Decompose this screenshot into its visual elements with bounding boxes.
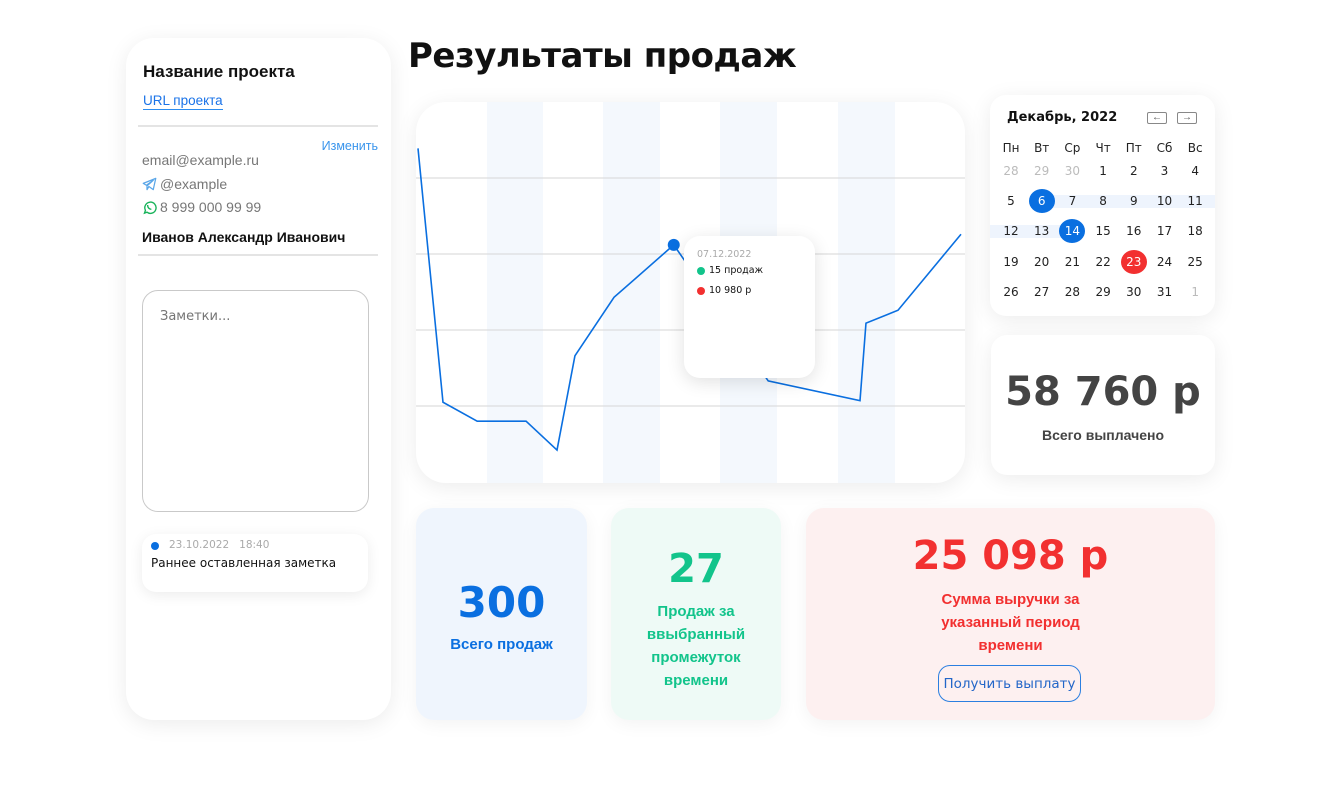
column-stripe (487, 102, 543, 483)
calendar-day[interactable]: 31 (1156, 285, 1173, 299)
total-paid-card: 58 760 р Всего выплачено (991, 335, 1215, 475)
whatsapp-icon (143, 200, 157, 214)
edit-link[interactable]: Изменить (321, 139, 378, 153)
calendar-day[interactable]: 7 (1068, 194, 1077, 208)
tooltip-date: 07.12.2022 (697, 249, 752, 260)
revenue-label: Сумма выручки за указанный период времен… (941, 591, 1080, 654)
revenue-dot-icon (697, 286, 705, 295)
telegram-icon (142, 177, 157, 191)
calendar-day-outside[interactable]: 30 (1064, 164, 1081, 178)
calendar-day[interactable]: 26 (1003, 285, 1019, 299)
total-sales-card: 300 Всего продаж (416, 508, 587, 720)
divider (138, 125, 378, 127)
calendar: Декабрь, 2022 ← → Пн Вт Ср Чт Пт Сб Вс 28 29 30 1 2… (990, 95, 1215, 316)
whatsapp: 8 999 000 99 99 (142, 199, 261, 215)
calendar-day[interactable]: 21 (1064, 255, 1081, 269)
next-month-arrow-right-icon[interactable]: → (1177, 112, 1197, 124)
prev-month-arrow-left-icon[interactable]: ← (1147, 112, 1167, 124)
calendar-day[interactable]: 24 (1156, 255, 1173, 269)
total-sales-value: 300 (457, 578, 546, 627)
note-date: 23.10.2022 (169, 539, 230, 551)
total-paid-label: Всего выплачено (1041, 427, 1165, 443)
calendar-day[interactable]: 22 (1095, 255, 1111, 269)
note-time: 18:40 (239, 539, 270, 551)
calendar-day[interactable]: 13 (1034, 224, 1050, 238)
calendar-day-selected[interactable]: 6 (1028, 189, 1055, 213)
column-stripe (603, 102, 660, 483)
note-dot-icon (151, 542, 159, 550)
calendar-day-selected[interactable]: 14 (1059, 219, 1086, 243)
calendar-day-outside[interactable]: 28 (1003, 164, 1019, 178)
calendar-day[interactable]: 2 (1129, 164, 1138, 178)
email: email@example.ru (142, 152, 259, 168)
page-title: Результаты продаж (408, 36, 797, 76)
total-paid-value: 58 760 р (1005, 369, 1201, 415)
period-sales-value: 27 (668, 546, 724, 592)
revenue-card: 25 098 р Сумма выручки за указанный пери… (806, 508, 1215, 720)
tooltip-revenue: 10 980 р (697, 285, 751, 296)
revenue-value: 25 098 р (912, 533, 1109, 579)
project-name: Название проекта (143, 62, 295, 81)
calendar-day[interactable]: 9 (1129, 194, 1138, 208)
weekday-label: Пт (1125, 141, 1142, 155)
calendar-day[interactable]: 4 (1191, 164, 1199, 178)
weekday-label: Вт (1034, 141, 1050, 155)
calendar-day[interactable]: 11 (1187, 194, 1203, 208)
sales-chart[interactable]: 07.12.2022 15 продаж 10 980 р (416, 102, 965, 483)
divider (138, 254, 378, 256)
calendar-day-outside[interactable]: 29 (1034, 164, 1050, 178)
period-sales-card: 27 Продаж за ввыбранный промежуток време… (611, 508, 781, 720)
period-sales-label: Продаж за ввыбранный промежуток времени (646, 603, 746, 689)
saved-note[interactable]: 23.10.2022 18:40 Раннее оставленная заме… (142, 534, 368, 592)
weekday-label: Пн (1002, 141, 1020, 155)
calendar-day[interactable]: 5 (1007, 194, 1015, 208)
calendar-month: Декабрь, 2022 (1007, 110, 1118, 125)
calendar-day[interactable]: 12 (1003, 224, 1019, 238)
weekday-label: Чт (1095, 141, 1111, 155)
calendar-day[interactable]: 28 (1064, 285, 1081, 299)
note-timestamp: 23.10.2022 18:40 (169, 539, 269, 551)
sales-dot-icon (697, 266, 705, 275)
calendar-day[interactable]: 29 (1095, 285, 1111, 299)
calendar-day[interactable]: 3 (1160, 164, 1169, 178)
range-band (990, 225, 1078, 238)
email-text: email@example.ru (142, 152, 259, 168)
weekday-label: Ср (1064, 141, 1081, 155)
contact-name: Иванов Александр Иванович (142, 229, 346, 245)
telegram-handle: @example (160, 176, 228, 192)
tooltip-revenue-value: 10 980 р (709, 285, 752, 296)
total-sales-label: Всего продаж (450, 636, 553, 653)
calendar-day-today[interactable]: 23 (1120, 250, 1147, 274)
tooltip-sales: 15 продаж (697, 265, 763, 276)
tooltip-sales-value: 15 продаж (709, 265, 764, 276)
calendar-day[interactable]: 27 (1034, 285, 1050, 299)
calendar-day[interactable]: 10 (1156, 194, 1173, 208)
calendar-day[interactable]: 16 (1126, 224, 1142, 238)
series-line (417, 148, 962, 452)
calendar-day[interactable]: 17 (1156, 224, 1173, 238)
calendar-day[interactable]: 25 (1187, 255, 1203, 269)
calendar-day[interactable]: 18 (1187, 224, 1203, 238)
phone-number: 8 999 000 99 99 (160, 199, 262, 215)
project-sidebar: Название проекта URL проекта Изменить em… (126, 38, 391, 720)
calendar-day[interactable]: 20 (1034, 255, 1050, 269)
weekday-label: Вс (1187, 141, 1203, 155)
project-url-link[interactable]: URL проекта (143, 93, 223, 110)
calendar-day[interactable]: 19 (1003, 255, 1019, 269)
get-payout-button[interactable]: Получить выплату (938, 665, 1081, 702)
highlighted-point[interactable] (667, 238, 680, 251)
weekday-label: Сб (1156, 141, 1173, 155)
calendar-day[interactable]: 15 (1095, 224, 1111, 238)
calendar-day[interactable]: 8 (1099, 194, 1107, 208)
note-text: Раннее оставленная заметка (151, 556, 337, 570)
telegram: @example (142, 176, 227, 192)
chart-plot (416, 102, 965, 483)
calendar-day[interactable]: 1 (1099, 164, 1107, 178)
calendar-day-outside[interactable]: 1 (1191, 285, 1199, 299)
column-stripe (838, 102, 895, 483)
notes-input[interactable] (142, 290, 369, 512)
range-band (1032, 195, 1215, 208)
chart-tooltip: 07.12.2022 15 продаж 10 980 р (684, 236, 815, 378)
calendar-day[interactable]: 30 (1126, 285, 1142, 299)
